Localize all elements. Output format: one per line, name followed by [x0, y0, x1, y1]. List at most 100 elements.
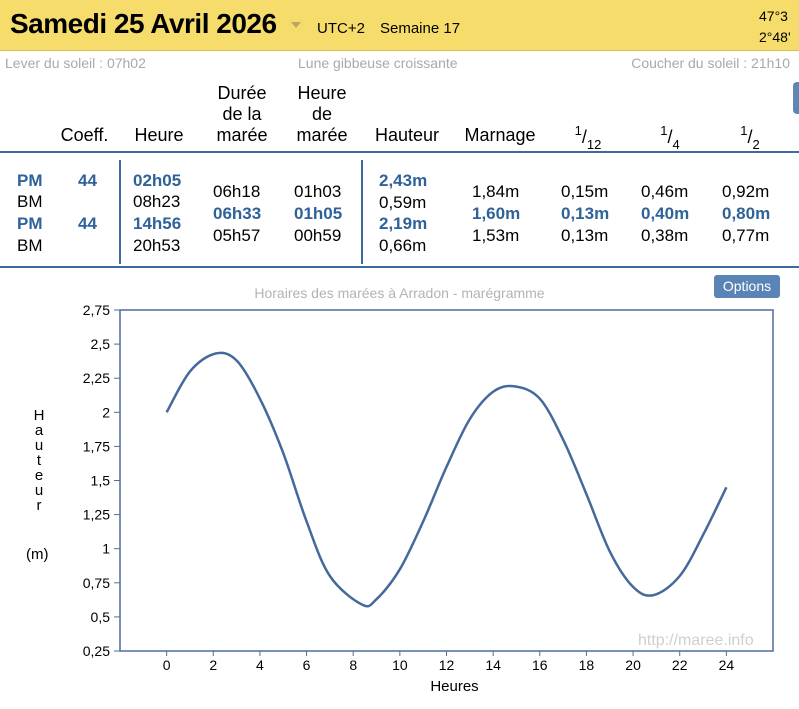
x-tick-label: 24	[719, 657, 735, 673]
x-tick-label: 6	[303, 657, 311, 673]
tide-type: BM	[17, 236, 43, 255]
quarter-value: 0,40m	[641, 204, 690, 223]
moon-phase-text: Lune gibbeuse croissante	[298, 55, 458, 71]
fraction-numerator: 1	[574, 123, 582, 138]
fraction-numerator: 1	[660, 123, 668, 138]
x-axis-label: Heures	[430, 678, 478, 695]
plot-area-frame	[119, 309, 774, 652]
y-tick-label: 2,25	[83, 370, 110, 386]
tide-hour-value: 00h59	[294, 226, 342, 245]
x-tick-label: 8	[349, 657, 357, 673]
tide-coeff: 44	[78, 171, 97, 190]
tide-hour-value: 01h03	[294, 182, 342, 201]
duration-value: 05h57	[213, 226, 261, 245]
col-header-quarter: 1/4	[660, 123, 680, 152]
col-header-marnage: Marnage	[464, 125, 536, 145]
col-header-duree-line2: de la	[222, 104, 262, 124]
col-header-coeff: Coeff.	[60, 125, 109, 145]
table-divider-left	[119, 160, 121, 264]
half-value: 0,80m	[722, 204, 771, 223]
week-label: Semaine 17	[380, 20, 461, 37]
tide-type: PM	[17, 214, 43, 233]
y-tick-label: 1,25	[83, 507, 110, 523]
timezone-label: UTC+2	[317, 20, 365, 37]
x-tick-label: 10	[392, 657, 408, 673]
tide-curve	[165, 351, 728, 608]
x-tick-label: 20	[625, 657, 641, 673]
latitude: 47°3	[759, 8, 788, 24]
col-header-heure: Heure	[134, 125, 184, 145]
y-tick-label: 2,5	[91, 336, 111, 352]
fraction-numerator: 1	[740, 123, 748, 138]
half-value: 0,77m	[722, 226, 770, 245]
table-bottom-rule	[0, 266, 799, 268]
duration-value: 06h33	[213, 204, 262, 223]
range-value: 1,84m	[472, 182, 520, 201]
y-tick-label: 0,75	[83, 575, 110, 591]
date-header: Samedi 25 Avril 2026 UTC+2 Semaine 17 47…	[0, 0, 799, 51]
x-tick-label: 12	[439, 657, 455, 673]
col-header-duree-line1: Durée	[217, 83, 267, 103]
twelfth-value: 0,13m	[561, 226, 609, 245]
y-tick-label: 0,5	[91, 609, 111, 625]
tide-height: 0,59m	[379, 193, 427, 212]
col-header-heure-maree-line3: marée	[296, 125, 348, 145]
x-tick-label: 18	[579, 657, 595, 673]
range-value: 1,53m	[472, 226, 520, 245]
col-header-hauteur: Hauteur	[374, 125, 440, 145]
sun-moon-row: Lever du soleil : 07h02 Lune gibbeuse cr…	[0, 53, 799, 71]
chevron-down-icon[interactable]	[291, 22, 301, 28]
tide-height: 2,43m	[379, 171, 428, 190]
twelfth-value: 0,13m	[561, 204, 610, 223]
y-axis-label-letter: a	[34, 422, 44, 439]
fraction-denominator: 2	[752, 137, 760, 152]
col-header-heure-maree: Heure de marée	[287, 83, 357, 146]
col-header-heure-maree-line1: Heure	[297, 83, 347, 103]
y-tick-label: 2	[102, 404, 110, 420]
tide-type: PM	[17, 171, 43, 190]
scroll-handle[interactable]	[793, 82, 799, 114]
tide-time: 08h23	[133, 192, 181, 211]
x-tick-label: 0	[163, 657, 171, 673]
y-tick-label: 1,5	[91, 473, 111, 489]
duration-value: 06h18	[213, 182, 261, 201]
tide-time: 20h53	[133, 236, 181, 255]
y-tick-label: 2,75	[83, 302, 110, 318]
y-axis-label-letter: u	[34, 437, 44, 454]
tide-height: 2,19m	[379, 214, 428, 233]
tide-time: 02h05	[133, 171, 182, 190]
y-axis-label-letter: t	[36, 452, 42, 469]
twelfth-value: 0,15m	[561, 182, 609, 201]
fraction-denominator: 12	[586, 137, 602, 152]
y-axis-label-letter: u	[34, 482, 44, 499]
x-tick-label: 4	[256, 657, 264, 673]
coordinates: 47°3 2°48'	[759, 6, 799, 48]
y-tick-label: 1,75	[83, 438, 110, 454]
tide-type: BM	[17, 192, 43, 211]
quarter-value: 0,38m	[641, 226, 689, 245]
chart-title: Horaires des marées à Arradon - marégram…	[254, 285, 545, 301]
date-title[interactable]: Samedi 25 Avril 2026	[10, 8, 277, 39]
y-axis-label-letter: r	[36, 497, 42, 514]
x-tick-label: 22	[672, 657, 688, 673]
longitude: 2°48'	[759, 29, 791, 45]
watermark: http://maree.info	[638, 632, 754, 649]
tide-height: 0,66m	[379, 236, 427, 255]
sunset-text: Coucher du soleil : 21h10	[631, 55, 790, 71]
tide-coeff: 44	[78, 214, 97, 233]
x-tick-label: 16	[532, 657, 548, 673]
options-button[interactable]: Options	[714, 275, 780, 298]
y-axis-label-letter: e	[34, 467, 44, 484]
tide-hour-value: 01h05	[294, 204, 343, 223]
tide-time: 14h56	[133, 214, 182, 233]
y-axis-unit: (m)	[26, 546, 49, 563]
col-header-duree-line3: marée	[216, 125, 268, 145]
y-axis-label-letter: H	[33, 407, 45, 424]
sunrise-text: Lever du soleil : 07h02	[5, 55, 146, 71]
quarter-value: 0,46m	[641, 182, 689, 201]
col-header-duree: Durée de la marée	[207, 83, 277, 146]
fraction-denominator: 4	[672, 137, 680, 152]
col-header-heure-maree-line2: de	[311, 104, 333, 124]
